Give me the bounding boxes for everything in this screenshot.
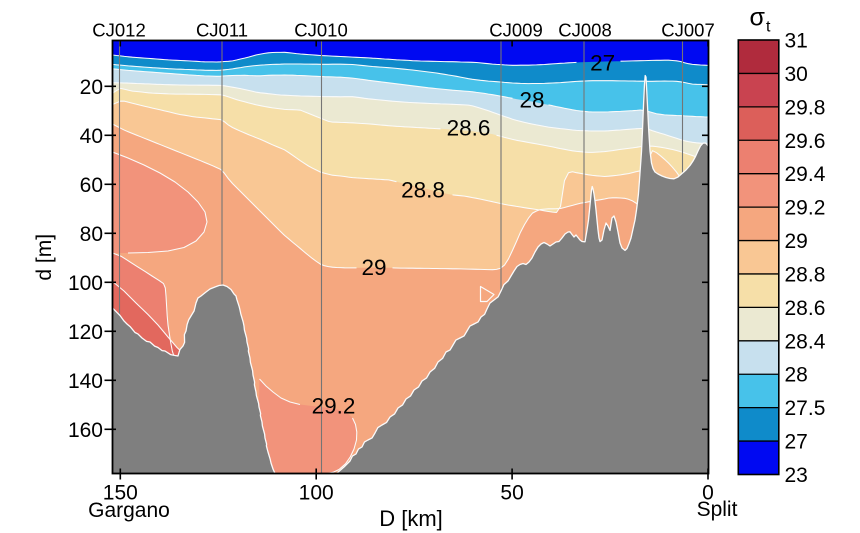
svg-text:28.4: 28.4 — [785, 330, 826, 353]
svg-text:Gargano: Gargano — [88, 499, 170, 522]
svg-text:28.8: 28.8 — [401, 178, 445, 203]
svg-text:28: 28 — [519, 87, 544, 112]
svg-text:CJ009: CJ009 — [489, 20, 542, 41]
svg-text:CJ011: CJ011 — [196, 20, 248, 41]
svg-text:80: 80 — [80, 223, 103, 246]
svg-text:28.6: 28.6 — [785, 297, 826, 320]
svg-text:D [km]: D [km] — [379, 506, 443, 531]
svg-text:29: 29 — [785, 230, 808, 253]
svg-text:30: 30 — [785, 63, 808, 86]
svg-text:CJ010: CJ010 — [294, 20, 347, 41]
svg-text:27.5: 27.5 — [785, 397, 826, 420]
svg-text:28.8: 28.8 — [785, 263, 826, 286]
svg-text:0: 0 — [702, 482, 714, 505]
svg-text:100: 100 — [68, 272, 103, 295]
svg-text:23: 23 — [785, 464, 808, 487]
svg-text:100: 100 — [299, 482, 334, 505]
svg-text:CJ008: CJ008 — [558, 20, 611, 41]
svg-text:28.6: 28.6 — [447, 116, 491, 141]
svg-text:29.4: 29.4 — [785, 163, 826, 186]
svg-text:29.2: 29.2 — [312, 394, 356, 419]
svg-text:29: 29 — [361, 255, 386, 280]
svg-text:50: 50 — [500, 482, 523, 505]
svg-text:27: 27 — [785, 431, 808, 454]
svg-text:31: 31 — [785, 30, 808, 53]
svg-text:160: 160 — [68, 419, 103, 442]
svg-text:σ: σ — [750, 4, 766, 32]
svg-text:150: 150 — [103, 482, 138, 505]
svg-text:40: 40 — [80, 125, 103, 148]
svg-text:CJ012: CJ012 — [92, 20, 145, 41]
svg-text:29.2: 29.2 — [785, 197, 826, 220]
svg-text:29.6: 29.6 — [785, 130, 826, 153]
svg-text:t: t — [766, 19, 771, 36]
svg-text:60: 60 — [80, 174, 103, 197]
svg-text:d [m]: d [m] — [33, 234, 56, 281]
svg-text:140: 140 — [68, 370, 103, 393]
svg-text:29.8: 29.8 — [785, 96, 826, 119]
svg-text:20: 20 — [80, 76, 103, 99]
svg-text:120: 120 — [68, 321, 103, 344]
svg-text:Split: Split — [697, 498, 738, 521]
svg-text:28: 28 — [785, 364, 808, 387]
svg-text:CJ007: CJ007 — [661, 20, 714, 41]
svg-text:27: 27 — [590, 51, 615, 76]
